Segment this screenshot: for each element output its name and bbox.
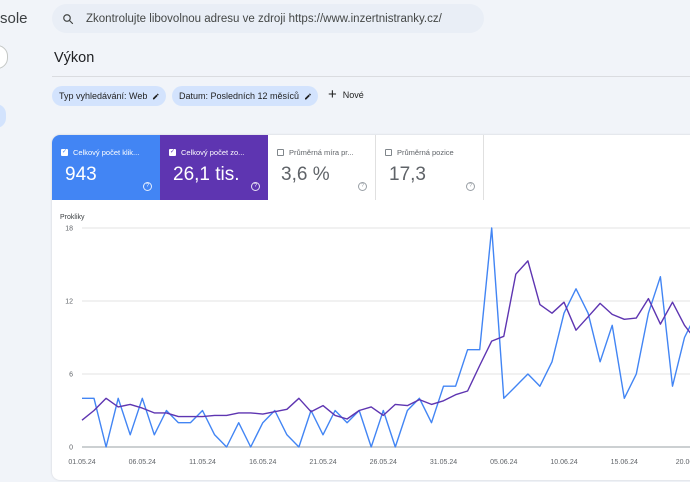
filter-date-label: Datum: Posledních 12 měsíců	[179, 91, 300, 101]
metric-value: 17,3	[389, 164, 426, 185]
title-divider	[52, 76, 690, 77]
x-tick-label: 16.05.24	[249, 459, 276, 466]
x-tick-label: 10.06.24	[550, 459, 577, 466]
metric-label: Průměrná míra pr...	[289, 148, 354, 157]
metric-average-ctr[interactable]: Průměrná míra pr... 3,6 % ?	[268, 135, 376, 200]
y-tick-label: 6	[69, 372, 73, 379]
metric-total-clicks[interactable]: ✓ Celkový počet klik... 943 ?	[52, 135, 160, 200]
y-tick-label: 18	[65, 226, 73, 233]
x-tick-label: 21.05.24	[309, 459, 336, 466]
checkbox-unchecked-icon[interactable]	[385, 149, 392, 156]
filter-date-chip[interactable]: Datum: Posledních 12 měsíců	[172, 86, 318, 106]
checkbox-unchecked-icon[interactable]	[277, 149, 284, 156]
x-tick-label: 06.05.24	[129, 459, 156, 466]
metric-total-impressions[interactable]: ✓ Celkový počet zo... 26,1 tis. ?	[160, 135, 268, 200]
x-tick-label: 20.06	[676, 459, 690, 466]
filter-search-type-label: Typ vyhledávání: Web	[59, 91, 148, 101]
url-inspection-search[interactable]: Zkontrolujte libovolnou adresu ve zdroji…	[52, 4, 484, 33]
edit-pencil-icon	[153, 93, 160, 99]
add-filter-button[interactable]: + Nové	[328, 86, 364, 103]
checkbox-checked-icon[interactable]: ✓	[61, 149, 68, 156]
x-tick-label: 26.05.24	[370, 459, 397, 466]
metric-label: Průměrná pozice	[397, 148, 454, 157]
x-tick-label: 05.06.24	[490, 459, 517, 466]
help-icon[interactable]: ?	[358, 182, 367, 191]
help-icon[interactable]: ?	[143, 182, 152, 191]
add-filter-label: Nové	[342, 90, 364, 100]
plus-icon: +	[328, 86, 337, 103]
sidebar-active-item[interactable]	[0, 104, 6, 128]
app-title-fragment: sole	[0, 10, 28, 27]
filter-search-type-chip[interactable]: Typ vyhledávání: Web	[52, 86, 166, 106]
help-icon[interactable]: ?	[466, 182, 475, 191]
metric-value: 3,6 %	[281, 164, 330, 185]
y-tick-label: 12	[65, 299, 73, 306]
x-tick-label: 01.05.24	[68, 459, 95, 466]
metric-label: Celkový počet klik...	[73, 148, 140, 157]
help-icon[interactable]: ?	[251, 182, 260, 191]
metric-average-position[interactable]: Průměrná pozice 17,3 ?	[376, 135, 484, 200]
search-input-placeholder[interactable]: Zkontrolujte libovolnou adresu ve zdroji…	[86, 12, 442, 25]
metric-value: 943	[65, 164, 97, 185]
impressions-series-line	[81, 260, 690, 421]
edit-pencil-icon	[305, 93, 312, 99]
checkbox-checked-icon[interactable]: ✓	[169, 149, 176, 156]
chart-y-axis-title: Prokliky	[60, 214, 85, 221]
y-tick-label: 0	[69, 445, 73, 452]
metric-label: Celkový počet zo...	[181, 148, 245, 157]
page-title: Výkon	[54, 50, 95, 66]
clicks-series-line	[82, 227, 690, 448]
x-tick-label: 11.05.24	[189, 459, 216, 466]
x-tick-label: 31.05.24	[430, 459, 457, 466]
search-icon	[63, 13, 74, 24]
x-tick-label: 15.06.24	[611, 459, 638, 466]
metric-value: 26,1 tis.	[173, 164, 240, 185]
